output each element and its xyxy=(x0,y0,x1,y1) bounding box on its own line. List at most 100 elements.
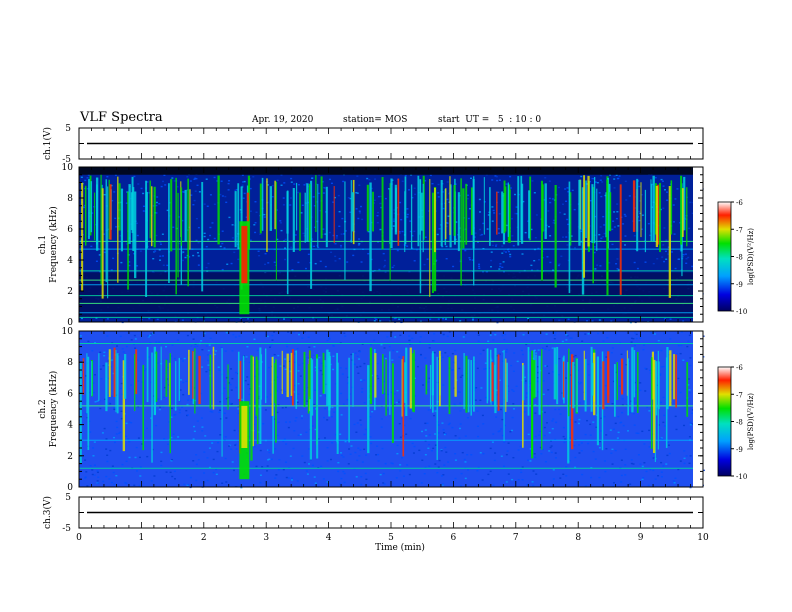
noise-pixel xyxy=(279,220,282,222)
noise-pixel xyxy=(271,334,274,337)
noise-pixel xyxy=(137,437,140,439)
noise-pixel xyxy=(620,474,623,477)
noise-pixel xyxy=(182,251,185,253)
noise-pixel xyxy=(106,460,109,463)
noise-pixel xyxy=(616,268,619,270)
noise-pixel xyxy=(616,203,619,205)
noise-pixel xyxy=(491,206,494,208)
noise-pixel xyxy=(312,354,315,357)
noise-pixel xyxy=(342,233,345,235)
noise-pixel xyxy=(206,354,209,356)
noise-pixel xyxy=(548,450,551,452)
noise-pixel xyxy=(535,214,538,216)
noise-pixel xyxy=(383,380,386,383)
noise-pixel xyxy=(605,434,608,436)
noise-pixel xyxy=(384,462,387,465)
noise-pixel xyxy=(301,337,304,339)
noise-pixel xyxy=(100,378,103,380)
noise-pixel xyxy=(401,180,404,182)
noise-pixel xyxy=(548,372,551,375)
noise-pixel xyxy=(386,408,389,411)
noise-pixel xyxy=(283,247,286,249)
noise-pixel xyxy=(675,428,678,431)
noise-pixel xyxy=(316,220,319,223)
noise-pixel xyxy=(544,461,547,463)
noise-pixel xyxy=(176,339,179,341)
noise-pixel xyxy=(289,455,292,457)
noise-pixel xyxy=(491,441,494,443)
noise-pixel xyxy=(115,475,118,477)
noise-pixel xyxy=(580,175,583,178)
noise-pixel xyxy=(495,389,498,391)
noise-pixel xyxy=(512,456,515,459)
noise-pixel xyxy=(361,218,364,221)
noise-pixel xyxy=(639,463,642,465)
noise-pixel xyxy=(501,418,504,421)
noise-pixel xyxy=(156,196,159,198)
noise-pixel xyxy=(419,341,422,343)
noise-pixel xyxy=(96,470,99,472)
noise-pixel xyxy=(634,402,637,404)
noise-pixel xyxy=(442,207,445,210)
noise-pixel xyxy=(688,334,691,337)
noise-pixel xyxy=(208,466,211,469)
noise-pixel xyxy=(537,247,540,250)
burst-core xyxy=(241,405,248,448)
noise-pixel xyxy=(329,458,332,461)
noise-pixel xyxy=(182,191,185,193)
noise-pixel xyxy=(358,184,361,186)
noise-pixel xyxy=(229,402,232,405)
noise-pixel xyxy=(512,245,515,247)
noise-pixel xyxy=(200,417,203,419)
noise-pixel xyxy=(612,220,615,222)
noise-pixel xyxy=(113,408,116,411)
noise-pixel xyxy=(96,471,99,474)
noise-pixel xyxy=(314,366,317,369)
noise-pixel xyxy=(534,435,537,438)
noise-pixel xyxy=(380,418,383,420)
noise-pixel xyxy=(648,410,651,412)
noise-pixel xyxy=(235,188,238,191)
noise-pixel xyxy=(334,255,337,258)
noise-pixel xyxy=(598,447,601,449)
noise-pixel xyxy=(688,436,691,438)
noise-pixel xyxy=(594,458,597,460)
noise-pixel xyxy=(494,175,497,177)
noise-pixel xyxy=(584,433,587,436)
noise-pixel xyxy=(99,351,102,353)
noise-pixel xyxy=(88,391,91,394)
noise-pixel xyxy=(148,317,151,320)
noise-pixel xyxy=(155,341,158,343)
noise-pixel xyxy=(282,440,285,442)
noise-pixel xyxy=(317,367,320,369)
noise-pixel xyxy=(188,226,191,229)
noise-pixel xyxy=(458,427,461,430)
noise-pixel xyxy=(269,345,272,347)
noise-pixel xyxy=(159,259,162,261)
noise-pixel xyxy=(446,355,449,358)
noise-pixel xyxy=(647,484,650,486)
noise-pixel xyxy=(242,197,245,199)
noise-pixel xyxy=(218,411,221,414)
noise-pixel xyxy=(446,198,449,201)
noise-pixel xyxy=(223,387,226,389)
noise-pixel xyxy=(379,228,382,231)
noise-pixel xyxy=(119,387,122,390)
x-tick-label: 2 xyxy=(201,533,207,543)
noise-pixel xyxy=(414,377,417,380)
noise-pixel xyxy=(320,362,323,365)
noise-pixel xyxy=(255,416,258,419)
noise-pixel xyxy=(438,228,441,230)
noise-pixel xyxy=(474,399,477,401)
noise-pixel xyxy=(262,423,265,425)
noise-pixel xyxy=(554,438,557,441)
noise-pixel xyxy=(612,428,615,430)
noise-pixel xyxy=(662,185,665,187)
noise-pixel xyxy=(453,403,456,405)
noise-pixel xyxy=(116,426,119,429)
noise-pixel xyxy=(284,238,287,241)
noise-pixel xyxy=(168,421,171,423)
noise-pixel xyxy=(464,477,467,480)
noise-pixel xyxy=(241,174,244,176)
noise-pixel xyxy=(536,269,539,271)
